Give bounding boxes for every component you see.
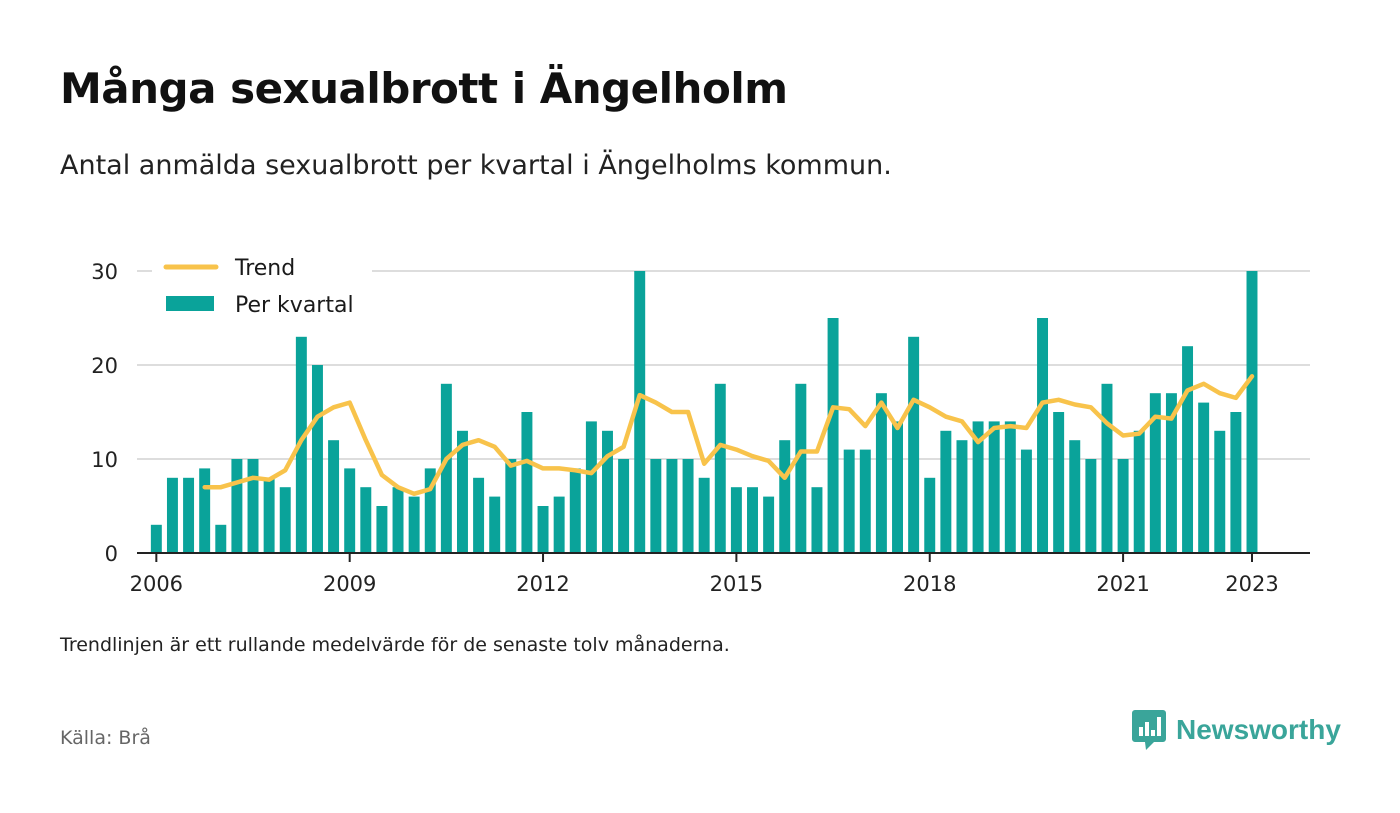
chart-subtitle: Antal anmälda sexualbrott per kvartal i … bbox=[60, 150, 892, 181]
bar bbox=[924, 477, 936, 553]
bar bbox=[650, 459, 662, 553]
bar bbox=[714, 383, 726, 553]
bar bbox=[360, 487, 372, 553]
bar bbox=[1230, 412, 1242, 553]
bar bbox=[1214, 430, 1226, 553]
legend-label-trend: Trend bbox=[234, 256, 295, 281]
y-tick-label: 10 bbox=[91, 448, 118, 472]
bar bbox=[859, 449, 871, 553]
bar bbox=[1069, 440, 1081, 553]
bar bbox=[843, 449, 855, 553]
bar bbox=[585, 421, 597, 553]
bar bbox=[1101, 383, 1113, 553]
bar bbox=[392, 487, 404, 553]
bar bbox=[908, 336, 920, 553]
bar bbox=[618, 459, 630, 553]
bar bbox=[311, 365, 323, 553]
bar bbox=[1037, 318, 1049, 553]
bar bbox=[408, 496, 420, 553]
trend-line bbox=[202, 374, 1255, 497]
bar bbox=[795, 383, 807, 553]
bar bbox=[1020, 449, 1032, 553]
bar bbox=[344, 468, 356, 553]
bar bbox=[972, 421, 984, 553]
bar bbox=[747, 487, 758, 553]
bar bbox=[328, 440, 340, 553]
bar bbox=[698, 477, 710, 553]
bar bbox=[424, 468, 436, 553]
bar bbox=[295, 336, 307, 553]
bar bbox=[505, 459, 517, 553]
y-tick-label: 0 bbox=[105, 542, 118, 566]
bar bbox=[892, 421, 903, 553]
bar bbox=[827, 318, 839, 553]
legend: Trend Per kvartal bbox=[152, 250, 372, 326]
bar bbox=[215, 524, 227, 553]
bar bbox=[569, 468, 581, 553]
footnote: Trendlinjen är ett rullande medelvärde f… bbox=[60, 634, 730, 656]
bar bbox=[779, 440, 791, 553]
x-tick-label: 2015 bbox=[710, 572, 763, 596]
bar bbox=[521, 412, 533, 553]
bar bbox=[634, 271, 646, 553]
bar bbox=[1053, 412, 1065, 553]
legend-background bbox=[152, 250, 372, 326]
x-tick-label: 2006 bbox=[130, 572, 183, 596]
y-tick-label: 20 bbox=[91, 354, 118, 378]
bar bbox=[376, 506, 388, 553]
x-tick-label: 2018 bbox=[903, 572, 956, 596]
x-axis-ticks: 2006 2009 2012 2015 2018 2021 2023 bbox=[130, 553, 1279, 596]
bar bbox=[988, 421, 1000, 553]
brand-logo: Newsworthy bbox=[1132, 710, 1341, 750]
bar bbox=[247, 459, 259, 553]
bar bbox=[489, 496, 501, 553]
bar bbox=[231, 459, 243, 553]
x-tick-label: 2023 bbox=[1225, 572, 1278, 596]
bar bbox=[682, 459, 694, 553]
bar bbox=[456, 430, 468, 553]
bar bbox=[956, 440, 968, 553]
brand-name: Newsworthy bbox=[1176, 714, 1341, 745]
bar bbox=[763, 496, 775, 553]
bar bbox=[183, 477, 195, 553]
bars bbox=[150, 271, 1258, 553]
bar-chart: 0 10 20 30 2006 2009 2012 2015 2018 2021 2023 Tre… bbox=[91, 250, 1310, 596]
bar bbox=[553, 496, 565, 553]
legend-label-per-kvartal: Per kvartal bbox=[235, 293, 354, 318]
bar bbox=[730, 487, 742, 553]
bar bbox=[166, 477, 178, 553]
y-axis-ticks: 0 10 20 30 bbox=[91, 260, 118, 566]
bar bbox=[1165, 393, 1177, 553]
bar bbox=[1246, 271, 1258, 553]
bar bbox=[440, 383, 452, 553]
bar bbox=[1182, 346, 1194, 553]
bar bbox=[1198, 402, 1210, 553]
bar bbox=[473, 477, 485, 553]
x-tick-label: 2009 bbox=[323, 572, 376, 596]
legend-bar-swatch bbox=[166, 296, 214, 311]
bar bbox=[150, 524, 162, 553]
source-label: Källa: Brå bbox=[60, 727, 151, 749]
bar bbox=[279, 487, 291, 553]
chart-title: Många sexualbrott i Ängelholm bbox=[60, 64, 788, 113]
bar bbox=[1133, 430, 1145, 553]
x-tick-label: 2012 bbox=[516, 572, 569, 596]
bar bbox=[1117, 459, 1129, 553]
bar bbox=[602, 430, 613, 553]
bar bbox=[666, 459, 678, 553]
bar bbox=[1085, 459, 1097, 553]
bar bbox=[940, 430, 952, 553]
bar bbox=[537, 506, 549, 553]
bar bbox=[811, 487, 823, 553]
bar bbox=[199, 468, 211, 553]
y-tick-label: 30 bbox=[91, 260, 118, 284]
x-tick-label: 2021 bbox=[1096, 572, 1149, 596]
bar bbox=[1149, 393, 1161, 553]
bar bbox=[875, 393, 887, 553]
newsworthy-logo-icon bbox=[1132, 710, 1166, 750]
bar bbox=[263, 477, 275, 553]
bar bbox=[1004, 421, 1016, 553]
